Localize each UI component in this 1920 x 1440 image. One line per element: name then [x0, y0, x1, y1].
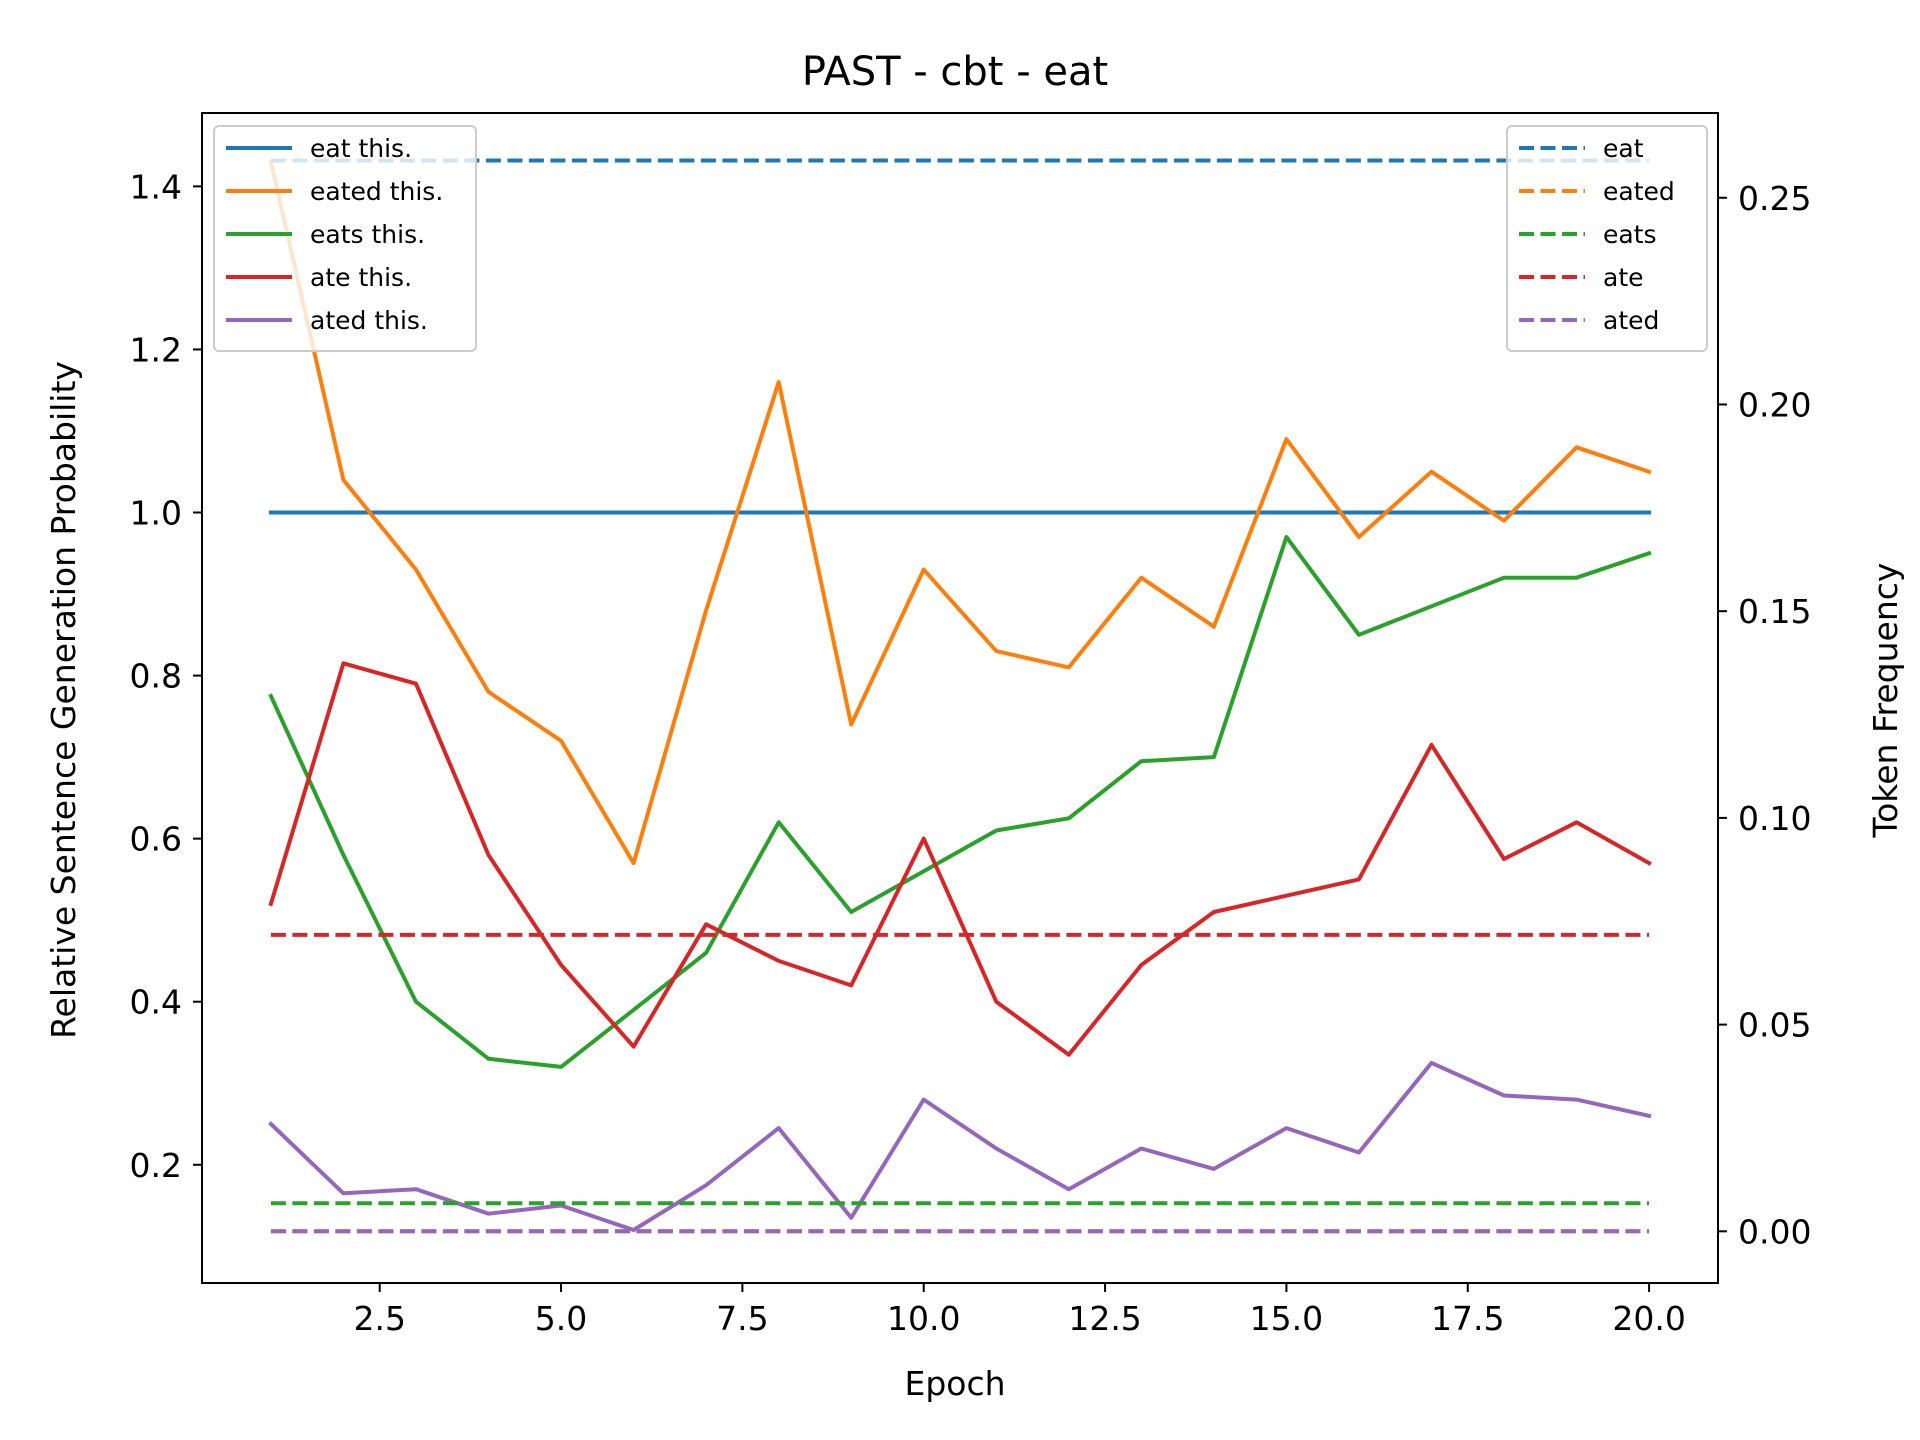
legend-left: eat this. eated this. eats this. ate this. a…	[213, 125, 477, 352]
series-line-ated-this	[268, 1060, 1652, 1232]
x-tick-label: 5.0	[535, 1299, 587, 1338]
plot-lines	[268, 158, 1652, 1234]
y-axis-label: Relative Sentence Generation Probability	[44, 361, 83, 1039]
legend-label-eat-this: eat this.	[310, 134, 412, 163]
chart-title: PAST - cbt - eat	[802, 49, 1108, 95]
series-line-eated-this	[268, 159, 1652, 866]
y-tick-label: 0.4	[130, 983, 182, 1022]
x-tick-label: 10.0	[887, 1299, 960, 1338]
y-axis-left: 0.2 0.4 0.6 0.8 1.0 1.2 1.4	[130, 167, 202, 1185]
x-tick-label: 2.5	[353, 1299, 405, 1338]
y-tick-label: 1.4	[130, 167, 182, 206]
y-tick-label: 0.8	[130, 657, 182, 696]
x-tick-label: 17.5	[1431, 1299, 1504, 1338]
legend-box	[213, 125, 477, 352]
y2-tick-label: 0.00	[1738, 1212, 1811, 1251]
series-line-eats-this	[268, 535, 1652, 1069]
legend-label-ated: ated	[1603, 306, 1659, 335]
legend-label-eated-this: eated this.	[310, 177, 443, 206]
y2-tick-label: 0.15	[1738, 592, 1811, 631]
y2-tick-label: 0.25	[1738, 179, 1811, 218]
y-tick-label: 1.2	[130, 330, 182, 369]
legend-box	[1506, 125, 1708, 352]
legend-label-eat: eat	[1603, 134, 1644, 163]
y-tick-label: 1.0	[130, 494, 182, 533]
y-tick-label: 0.2	[130, 1146, 182, 1185]
plot-frame	[201, 112, 1719, 1284]
y2-tick-label: 0.10	[1738, 799, 1811, 838]
x-axis-label: Epoch	[904, 1364, 1005, 1403]
x-tick-label: 20.0	[1612, 1299, 1685, 1338]
y2-axis-label: Token Frequency	[1866, 563, 1905, 839]
x-tick-label: 7.5	[716, 1299, 768, 1338]
x-tick-label: 12.5	[1068, 1299, 1141, 1338]
legend-right: eat eated eats ate ated	[1506, 125, 1708, 352]
y-tick-label: 0.6	[130, 820, 182, 859]
legend-label-ate: ate	[1603, 263, 1644, 292]
legend-label-ate-this: ate this.	[310, 263, 412, 292]
x-axis: 2.5 5.0 7.5 10.0 12.5 15.0 17.5 20.0	[353, 1283, 1686, 1338]
y2-tick-label: 0.05	[1738, 1006, 1811, 1045]
legend-label-eats-this: eats this.	[310, 220, 425, 249]
series-line-ate-this	[268, 661, 1652, 1057]
x-tick-label: 15.0	[1250, 1299, 1323, 1338]
legend-label-eats: eats	[1603, 220, 1657, 249]
y-axis-right: 0.00 0.05 0.10 0.15 0.20 0.25	[1718, 179, 1811, 1251]
y2-tick-label: 0.20	[1738, 385, 1811, 424]
legend-label-eated: eated	[1603, 177, 1675, 206]
legend-label-ated-this: ated this.	[310, 306, 428, 335]
